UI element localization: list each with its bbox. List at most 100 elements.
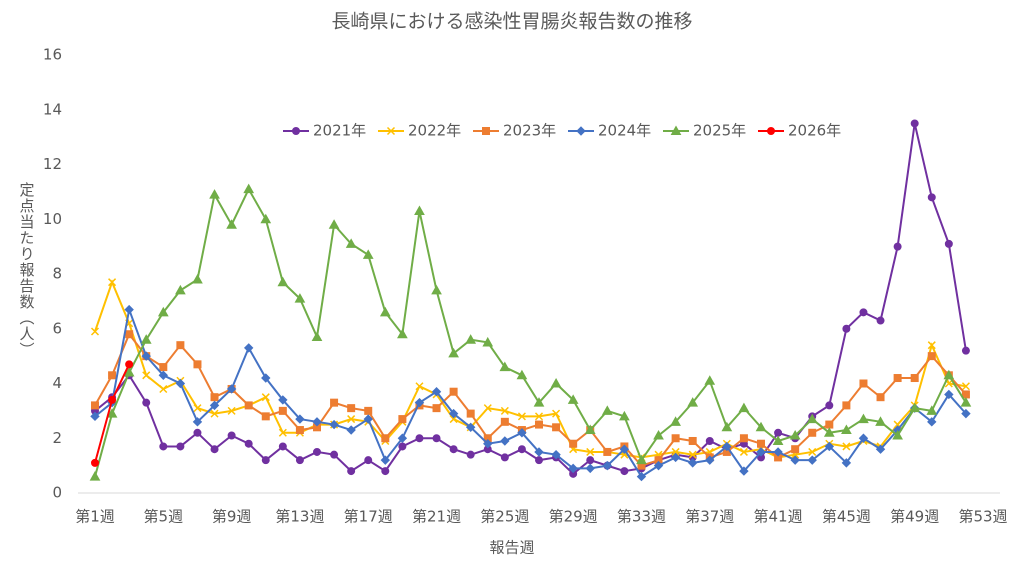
data-point [841, 424, 852, 435]
data-point [260, 213, 272, 224]
data-point [876, 393, 885, 402]
y-tick-label: 8 [52, 265, 62, 283]
data-point [569, 439, 578, 448]
data-point [876, 316, 885, 325]
data-point [227, 431, 236, 440]
data-point [192, 273, 203, 284]
data-point [943, 369, 955, 380]
data-point [277, 276, 289, 287]
x-tick-label: 第25週 [480, 508, 529, 526]
data-point [108, 278, 117, 287]
data-point [108, 395, 117, 404]
series-line [94, 123, 967, 476]
data-point [636, 471, 647, 482]
data-point [431, 387, 442, 397]
data-point [380, 455, 391, 465]
data-point [687, 458, 698, 468]
data-point [517, 445, 526, 454]
data-point [448, 347, 459, 358]
data-point [756, 447, 766, 457]
data-point [926, 405, 938, 415]
series-line [94, 305, 967, 478]
data-point [499, 361, 511, 372]
data-point [757, 439, 765, 448]
legend-marker [767, 127, 775, 135]
data-point [500, 453, 509, 462]
data-point [774, 428, 783, 437]
data-point [261, 373, 271, 383]
data-point [535, 456, 543, 465]
y-tick-label: 10 [43, 210, 62, 228]
data-point [534, 412, 544, 421]
data-point [313, 447, 321, 456]
legend-marker [386, 126, 396, 136]
data-point [910, 374, 919, 383]
data-point [91, 458, 99, 467]
data-point [278, 395, 288, 405]
data-point [944, 239, 953, 248]
data-point [842, 324, 851, 333]
legend-label: 2021年 [313, 122, 366, 140]
data-point [688, 450, 697, 459]
data-point [465, 422, 476, 433]
data-point [379, 306, 391, 317]
data-point [808, 447, 817, 456]
data-point [601, 405, 613, 415]
data-point [552, 409, 561, 418]
data-point [552, 423, 561, 432]
y-tick-label: 6 [52, 319, 62, 337]
data-point [858, 413, 869, 424]
data-point [226, 384, 237, 394]
series-line [94, 279, 967, 459]
data-point [909, 402, 921, 413]
data-point [705, 455, 715, 465]
data-point [806, 413, 818, 424]
legend-marker [576, 126, 586, 136]
data-point [330, 450, 339, 459]
x-tick-label: 第49週 [890, 508, 939, 526]
data-point [125, 360, 134, 369]
data-point [106, 408, 118, 418]
data-point [500, 436, 510, 446]
data-point [500, 417, 509, 426]
data-point [961, 346, 970, 355]
data-point [210, 445, 219, 454]
data-point [567, 394, 579, 404]
data-point [175, 284, 186, 295]
data-point [585, 463, 595, 474]
data-point [927, 417, 937, 427]
data-point [772, 435, 784, 445]
data-point [738, 402, 750, 413]
data-point [755, 421, 767, 432]
data-point [192, 417, 203, 427]
data-point [261, 412, 270, 421]
data-point [90, 327, 100, 336]
data-point [278, 406, 287, 415]
data-point [226, 219, 237, 229]
data-point [91, 401, 99, 410]
data-point [586, 447, 595, 456]
data-point [500, 406, 509, 415]
data-point [807, 455, 817, 465]
data-point [825, 420, 834, 429]
data-point [739, 434, 748, 443]
data-point [398, 442, 407, 451]
data-point [550, 377, 562, 388]
data-point [397, 328, 408, 339]
data-point [209, 400, 220, 411]
data-point [466, 450, 475, 459]
x-tick-label: 第13週 [275, 508, 324, 526]
data-point [927, 341, 936, 350]
y-axis-label: 定点当たり報告数（人） [18, 182, 36, 358]
data-point [278, 428, 287, 437]
y-tick-label: 16 [43, 46, 62, 64]
data-point [842, 442, 851, 451]
data-point [790, 455, 800, 465]
data-point [90, 411, 100, 422]
data-point [671, 447, 680, 456]
series-line [94, 186, 967, 477]
legend-marker [482, 127, 490, 135]
x-tick-label: 第33週 [617, 508, 666, 526]
data-point [227, 406, 236, 415]
